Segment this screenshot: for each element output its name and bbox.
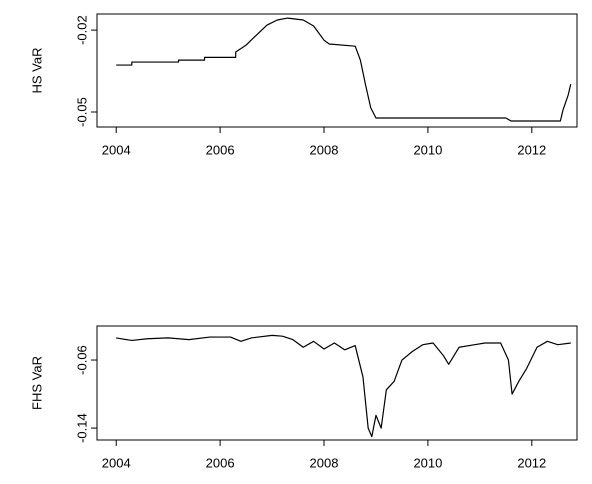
x-tick-label: 2010 <box>413 142 442 157</box>
x-tick-label: 2004 <box>102 142 131 157</box>
x-tick-label: 2008 <box>310 142 339 157</box>
x-tick-label: 2008 <box>310 455 339 470</box>
y-tick-label: -0.06 <box>74 345 89 375</box>
x-tick-label: 2010 <box>413 455 442 470</box>
plot-frame <box>96 325 578 441</box>
data-line <box>116 17 572 122</box>
x-tick-label: 2012 <box>517 455 546 470</box>
x-tick-label: 2012 <box>517 142 546 157</box>
y-axis-label: HS VaR <box>29 48 44 94</box>
y-axis-label: FHS VaR <box>29 356 44 410</box>
x-tick-label: 2004 <box>102 455 131 470</box>
plot-frame <box>96 13 578 128</box>
y-tick-label: -0.02 <box>74 15 89 45</box>
x-tick-label: 2006 <box>206 142 235 157</box>
y-tick-label: -0.14 <box>74 413 89 443</box>
data-line <box>116 334 571 438</box>
y-tick-label: -0.05 <box>74 97 89 127</box>
x-tick-label: 2006 <box>206 455 235 470</box>
